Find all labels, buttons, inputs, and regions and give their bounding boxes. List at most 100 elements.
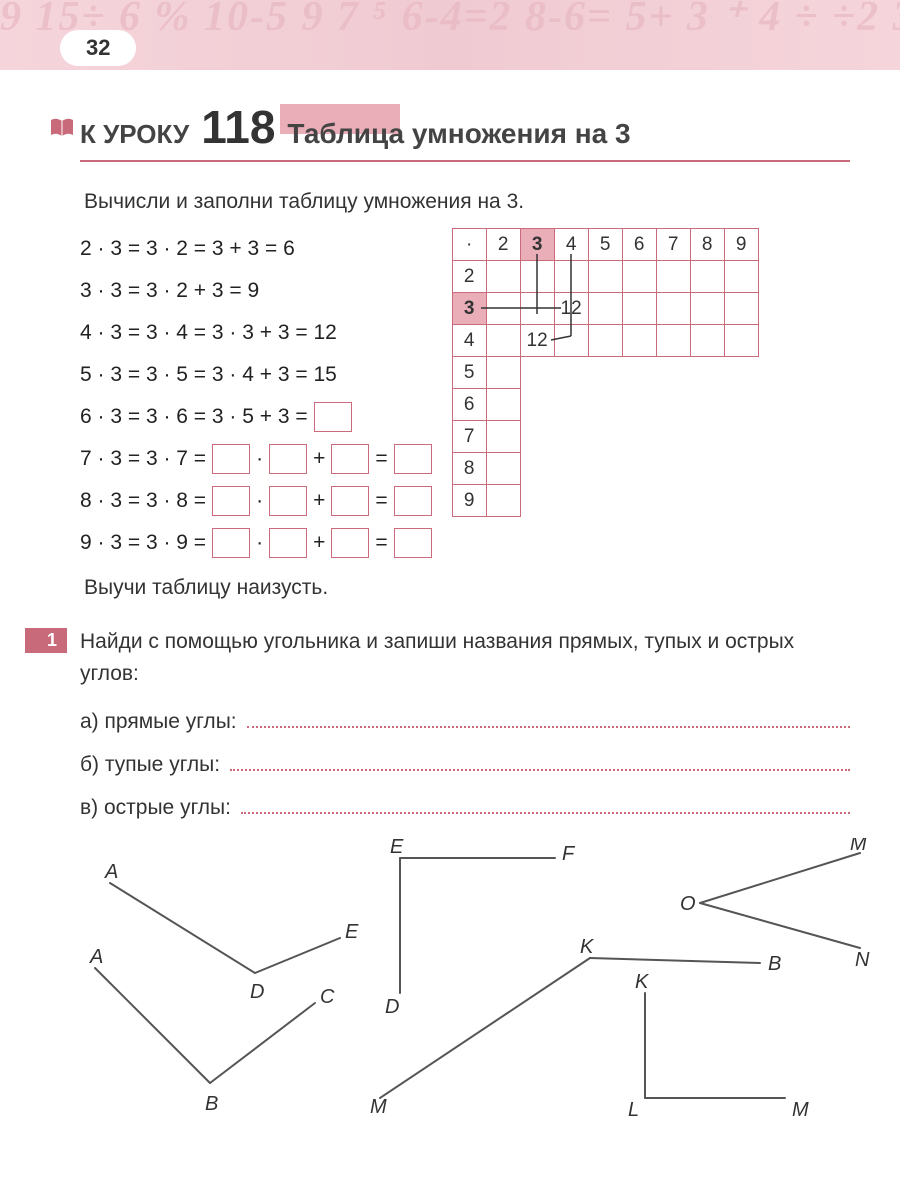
- lesson-title: Таблица умножения на 3: [287, 118, 630, 150]
- answer-line-label: в) острые углы:: [80, 796, 231, 820]
- table-cell: [622, 325, 656, 357]
- table-cell: [588, 293, 622, 325]
- task1-text: Найди с помощью угольника и запиши назва…: [80, 626, 850, 689]
- answer-box[interactable]: [314, 402, 352, 432]
- equation-row: 9 · 3 = 3 · 9 = · + =: [80, 522, 432, 564]
- header-decorative-math: 9 15÷ 6 % 10-5 9 7 ⁵ 6-4=2 8-6= 5+ 3 ⁺ 4…: [0, 0, 900, 70]
- header-band: 9 15÷ 6 % 10-5 9 7 ⁵ 6-4=2 8-6= 5+ 3 ⁺ 4…: [0, 0, 900, 70]
- equation-row: 5 · 3 = 3 · 5 = 3 · 4 + 3 = 15: [80, 354, 432, 396]
- svg-text:K: K: [635, 971, 650, 993]
- answer-line: в) острые углы:: [80, 791, 850, 820]
- svg-text:E: E: [390, 838, 404, 858]
- table-header-cell: 8: [690, 229, 724, 261]
- lesson-number: 118: [201, 100, 275, 154]
- table-cell: [724, 293, 758, 325]
- equation-row: 4 · 3 = 3 · 4 = 3 · 3 + 3 = 12: [80, 312, 432, 354]
- table-cell: 12: [520, 325, 554, 357]
- table-cell: 3: [452, 293, 486, 325]
- table-cell: 5: [452, 357, 486, 389]
- svg-text:B: B: [205, 1093, 218, 1115]
- lesson-heading: К УРОКУ 118 Таблица умножения на 3: [80, 100, 850, 162]
- answer-dotted-line[interactable]: [230, 748, 850, 771]
- svg-text:N: N: [855, 949, 870, 971]
- table-cell: [486, 453, 520, 485]
- table-cell: 12: [554, 293, 588, 325]
- page-number: 32: [60, 30, 136, 66]
- table-header-cell: 5: [588, 229, 622, 261]
- answer-dotted-line[interactable]: [241, 791, 850, 814]
- table-cell: [486, 389, 520, 421]
- answer-box[interactable]: [394, 486, 432, 516]
- svg-text:C: C: [320, 986, 335, 1008]
- table-cell: [724, 261, 758, 293]
- equation-row: 2 · 3 = 3 · 2 = 3 + 3 = 6: [80, 228, 432, 270]
- table-cell: 4: [452, 325, 486, 357]
- table-cell: [554, 325, 588, 357]
- svg-text:A: A: [104, 861, 118, 883]
- svg-text:K: K: [580, 936, 595, 958]
- table-header-cell: 6: [622, 229, 656, 261]
- svg-text:B: B: [768, 953, 781, 975]
- table-cell: [486, 485, 520, 517]
- table-cell: [656, 293, 690, 325]
- table-cell: 9: [452, 485, 486, 517]
- equation-row: 8 · 3 = 3 · 8 = · + =: [80, 480, 432, 522]
- svg-text:D: D: [250, 981, 264, 1003]
- table-header-cell: 7: [656, 229, 690, 261]
- memorize-text: Выучи таблицу наизусть.: [84, 576, 850, 600]
- table-header-cell: 4: [554, 229, 588, 261]
- table-cell: [690, 293, 724, 325]
- answer-box[interactable]: [331, 528, 369, 558]
- table-cell: [486, 357, 520, 389]
- answer-box[interactable]: [269, 444, 307, 474]
- table-cell: [486, 261, 520, 293]
- table-cell: [486, 293, 520, 325]
- answer-dotted-line[interactable]: [247, 705, 850, 728]
- svg-text:E: E: [345, 921, 359, 943]
- svg-text:M: M: [370, 1096, 387, 1118]
- table-cell: [520, 261, 554, 293]
- answer-box[interactable]: [212, 486, 250, 516]
- table-cell: [554, 261, 588, 293]
- table-cell: 2: [452, 261, 486, 293]
- table-cell: [520, 293, 554, 325]
- answer-box[interactable]: [269, 486, 307, 516]
- table-cell: [724, 325, 758, 357]
- answer-line: а) прямые углы:: [80, 705, 850, 734]
- table-cell: [690, 325, 724, 357]
- table-cell: [622, 261, 656, 293]
- table-cell: [690, 261, 724, 293]
- table-cell: [486, 325, 520, 357]
- task1: 1 Найди с помощью угольника и запиши наз…: [80, 626, 850, 820]
- equation-row: 3 · 3 = 3 · 2 + 3 = 9: [80, 270, 432, 312]
- svg-text:M: M: [792, 1099, 809, 1118]
- equation-row: 7 · 3 = 3 · 7 = · + =: [80, 438, 432, 480]
- multiplication-table: ·23456789231241256789: [452, 228, 759, 517]
- table-cell: [656, 261, 690, 293]
- table-cell: 7: [452, 421, 486, 453]
- table-header-cell: ·: [452, 229, 486, 261]
- answer-box[interactable]: [212, 444, 250, 474]
- answer-box[interactable]: [394, 528, 432, 558]
- svg-text:F: F: [562, 843, 576, 865]
- table-header-cell: 2: [486, 229, 520, 261]
- answer-box[interactable]: [331, 444, 369, 474]
- equation-row: 6 · 3 = 3 · 6 = 3 · 5 + 3 =: [80, 396, 432, 438]
- table-cell: [486, 421, 520, 453]
- table-cell: 6: [452, 389, 486, 421]
- table-cell: [622, 293, 656, 325]
- lesson-label: К УРОКУ: [80, 119, 189, 150]
- equations-list: 2 · 3 = 3 · 2 = 3 + 3 = 63 · 3 = 3 · 2 +…: [80, 228, 432, 564]
- table-cell: [656, 325, 690, 357]
- answer-box[interactable]: [331, 486, 369, 516]
- answer-box[interactable]: [394, 444, 432, 474]
- answer-box[interactable]: [212, 528, 250, 558]
- task1-badge: 1: [25, 628, 67, 653]
- task1-answer-lines: а) прямые углы: б) тупые углы: в) острые у…: [80, 705, 850, 820]
- answer-line: б) тупые углы:: [80, 748, 850, 777]
- table-cell: [588, 325, 622, 357]
- angles-diagram: ADEABCEDFMKBKLMOMN: [80, 838, 870, 1118]
- answer-line-label: б) тупые углы:: [80, 753, 220, 777]
- answer-box[interactable]: [269, 528, 307, 558]
- task0-intro: Вычисли и заполни таблицу умножения на 3…: [84, 190, 850, 214]
